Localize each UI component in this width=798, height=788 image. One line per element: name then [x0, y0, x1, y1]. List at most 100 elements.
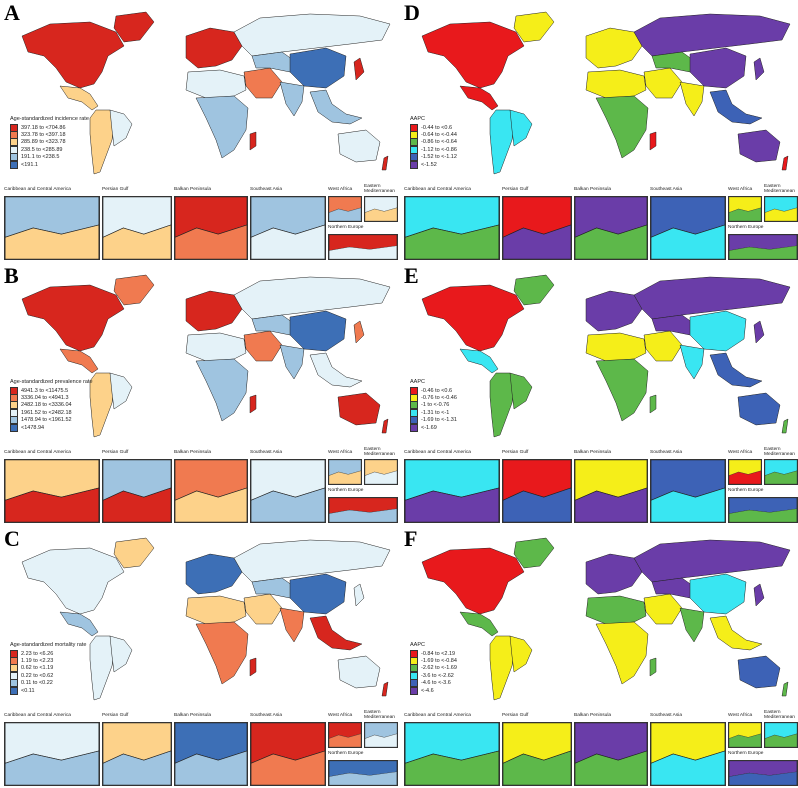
region-europe — [585, 553, 643, 595]
map-legend: Age-standardized incidence rate 397.18 t… — [10, 116, 89, 169]
legend-item: <191.1 — [10, 160, 89, 169]
legend-item: 4941.3 to <11475.5 — [10, 386, 93, 395]
legend-label: -0.84 to <2.19 — [421, 650, 456, 657]
legend-item: 191.1 to <238.5 — [10, 153, 89, 162]
region-australia — [337, 392, 381, 426]
legend-label: 1961.52 to <2482.18 — [21, 409, 72, 416]
region-south-america — [489, 372, 515, 438]
region-india — [279, 344, 305, 380]
inset-label-balkan: Balkan Peninsula — [174, 450, 212, 455]
inset-label-persian: Persian Gulf — [102, 450, 129, 455]
inset-label-north: Northern Europe — [728, 225, 764, 230]
legend-swatch — [10, 686, 18, 695]
inset-map-north — [328, 760, 398, 786]
legend-item: 1.19 to <2.23 — [10, 657, 86, 666]
inset-map-balkan — [574, 722, 648, 786]
inset-map-caribbean — [4, 459, 100, 523]
inset-strip: Caribbean and Central America Persian Gul… — [4, 447, 398, 523]
legend-item: 323.78 to <397.18 — [10, 131, 89, 140]
region-north-america — [21, 21, 125, 89]
region-new-zealand — [381, 418, 389, 434]
inset-map-west — [728, 196, 762, 222]
legend-title: AAPC — [410, 379, 425, 385]
inset-label-west: West Africa — [328, 713, 353, 718]
legend-title: Age-standardized incidence rate — [10, 116, 89, 122]
region-china — [289, 47, 347, 89]
region-madagascar — [649, 131, 657, 151]
inset-region-secondary — [329, 207, 361, 221]
inset-map-east — [764, 722, 798, 748]
inset-region-secondary — [405, 487, 499, 522]
legend-label: -0.46 to <0.6 — [421, 387, 453, 394]
region-australia — [737, 129, 781, 163]
inset-region-secondary — [175, 224, 247, 259]
inset-map-caribbean — [404, 196, 500, 260]
legend-item: 285.89 to <323.78 — [10, 138, 89, 147]
region-new-zealand — [781, 155, 789, 171]
region-europe — [185, 290, 243, 332]
map-legend: AAPC -0.84 to <2.19 -1.69 to <-0.84 -2.62 … — [410, 642, 457, 695]
region-sub-saharan-africa — [195, 621, 249, 685]
inset-label-north: Northern Europe — [328, 488, 364, 493]
region-india — [679, 607, 705, 643]
legend-item: 2482.18 to <3336.04 — [10, 401, 93, 410]
region-middle-east — [643, 67, 683, 99]
inset-label-sea: Southeast Asia — [650, 187, 683, 192]
legend-swatch — [10, 160, 18, 169]
inset-label-caribbean: Caribbean and Central America — [4, 450, 71, 455]
inset-region-secondary — [5, 750, 99, 785]
inset-region-secondary — [651, 487, 725, 522]
inset-map-sea — [650, 459, 726, 523]
inset-map-east — [364, 459, 398, 485]
region-north-america — [421, 284, 525, 352]
inset-label-sea: Southeast Asia — [650, 450, 683, 455]
inset-region-secondary — [175, 487, 247, 522]
inset-label-sea: Southeast Asia — [250, 450, 283, 455]
region-middle-east — [243, 593, 283, 625]
legend-label: -0.64 to <-0.44 — [421, 132, 457, 139]
legend-label: 1.19 to <2.23 — [21, 658, 54, 665]
legend-label: 2.23 to <6.26 — [21, 650, 54, 657]
legend-item: 0.62 to <1.19 — [10, 664, 86, 673]
region-europe — [185, 553, 243, 595]
inset-map-west — [728, 722, 762, 748]
region-greenland — [113, 274, 155, 306]
legend-label: -1 to <-0.76 — [421, 402, 450, 409]
inset-map-sea — [250, 196, 326, 260]
legend-label: -2.62 to <-1.69 — [421, 665, 457, 672]
inset-map-west — [328, 459, 362, 485]
legend-label: 1478.94 to <1961.52 — [21, 417, 72, 424]
world-map — [421, 274, 791, 438]
legend-title: Age-standardized prevalence rate — [10, 379, 93, 385]
legend-label: 238.5 to <285.89 — [21, 146, 63, 153]
legend-item: <-1.52 — [410, 160, 457, 169]
region-south-america — [89, 635, 115, 701]
inset-strip: Caribbean and Central America Persian Gul… — [404, 184, 798, 260]
inset-region-secondary — [729, 245, 797, 259]
inset-label-caribbean: Caribbean and Central America — [404, 450, 471, 455]
region-mexico-central-america — [459, 348, 499, 374]
legend-title: AAPC — [410, 116, 425, 122]
inset-label-persian: Persian Gulf — [102, 713, 129, 718]
map-panel-c: C Age-standardized mortality rate 2.23 t… — [0, 526, 399, 788]
inset-region-secondary — [575, 750, 647, 785]
legend-label: 397.18 to <704.86 — [21, 124, 66, 131]
legend-label: 4941.3 to <11475.5 — [21, 387, 69, 394]
inset-map-west — [328, 722, 362, 748]
inset-map-balkan — [174, 722, 248, 786]
region-russia — [233, 276, 391, 320]
region-south-america — [89, 109, 115, 175]
inset-map-persian — [502, 459, 572, 523]
map-panel-a: A Age-standardized incidence rate 397.18… — [0, 0, 399, 262]
inset-label-east: Eastern Mediterranean — [364, 447, 395, 457]
region-middle-east — [643, 330, 683, 362]
region-north-africa — [585, 332, 647, 362]
region-australia — [337, 129, 381, 163]
inset-map-persian — [502, 722, 572, 786]
inset-label-caribbean: Caribbean and Central America — [404, 187, 471, 192]
inset-map-caribbean — [4, 196, 100, 260]
inset-strip: Caribbean and Central America Persian Gul… — [404, 447, 798, 523]
legend-label: -0.44 to <0.6 — [421, 124, 453, 131]
region-south-america — [89, 372, 115, 438]
region-japan — [353, 320, 365, 344]
